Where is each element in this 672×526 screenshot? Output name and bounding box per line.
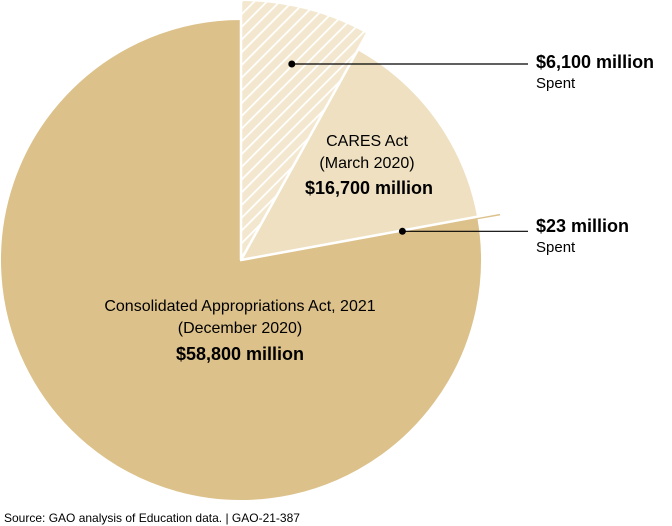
pie-slice-cares-spent bbox=[241, 0, 367, 260]
slice-separator bbox=[239, 27, 371, 261]
cares-spent-amount: $6,100 million bbox=[536, 52, 654, 72]
caa-spent-label: Spent bbox=[536, 239, 576, 256]
source-note: Source: GAO analysis of Education data. … bbox=[4, 511, 300, 525]
cares-spent-label: Spent bbox=[536, 75, 576, 92]
callout-dot-caa-spent bbox=[398, 227, 406, 235]
caa-name-label: Consolidated Appropriations Act, 2021 bbox=[104, 298, 375, 315]
cares-value-label: $16,700 million bbox=[305, 178, 433, 198]
caa-date-label: (December 2020) bbox=[178, 320, 303, 337]
callout-dot-cares-spent bbox=[288, 60, 296, 68]
caa-value-label: $58,800 million bbox=[176, 344, 304, 364]
slice-separator bbox=[240, 211, 502, 262]
cares-date-label: (March 2020) bbox=[319, 155, 414, 172]
cares-name-label: CARES Act bbox=[326, 133, 408, 150]
caa-spent-amount: $23 million bbox=[536, 216, 629, 236]
